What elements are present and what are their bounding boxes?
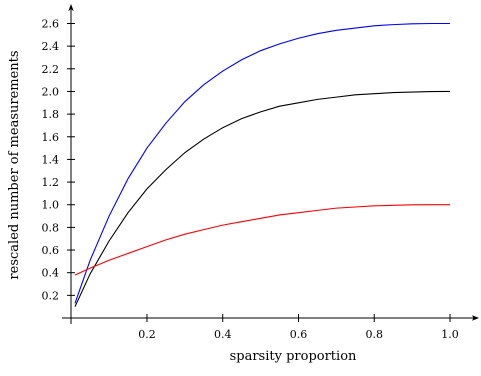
series-group xyxy=(74,22,451,307)
x-tick-label: 0.8 xyxy=(365,328,383,341)
series-line-1 xyxy=(74,22,450,304)
y-tick-label: 2.0 xyxy=(42,85,60,98)
x-tick-label: 0.2 xyxy=(138,328,156,341)
y-ticks: 0.2 0.4 0.6 0.8 1.0 1.2 1.4 1.6 1.8 2.0 2.2 2.4 2.6 xyxy=(42,18,75,302)
y-tick-label: 0.2 xyxy=(42,289,60,302)
x-axis-arrow-icon xyxy=(472,315,479,321)
series-line-2 xyxy=(74,90,451,307)
y-axis-arrow-icon xyxy=(68,4,74,11)
y-tick-label: 0.8 xyxy=(42,221,60,234)
x-tick-label: 0.6 xyxy=(290,328,308,341)
x-tick-label: 0.4 xyxy=(214,328,232,341)
x-tick-label: 1.0 xyxy=(441,328,459,341)
y-tick-label: 0.4 xyxy=(42,267,60,280)
y-tick-label: 1.6 xyxy=(42,131,60,144)
y-axis-title: rescaled number of measurements xyxy=(7,50,22,279)
series-line-3 xyxy=(74,204,450,276)
y-tick-label: 0.6 xyxy=(42,244,60,257)
y-tick-label: 2.2 xyxy=(42,63,60,76)
y-tick-label: 2.6 xyxy=(42,18,60,31)
y-tick-label: 1.4 xyxy=(42,153,60,166)
y-tick-label: 1.8 xyxy=(42,108,60,121)
y-tick-label: 2.4 xyxy=(42,40,60,53)
x-ticks: 0.2 0.4 0.6 0.8 1.0 xyxy=(138,314,459,341)
y-tick-label: 1.0 xyxy=(42,199,60,212)
y-tick-label: 1.2 xyxy=(42,176,60,189)
axes xyxy=(62,4,479,324)
x-axis-title: sparsity proportion xyxy=(230,349,357,364)
